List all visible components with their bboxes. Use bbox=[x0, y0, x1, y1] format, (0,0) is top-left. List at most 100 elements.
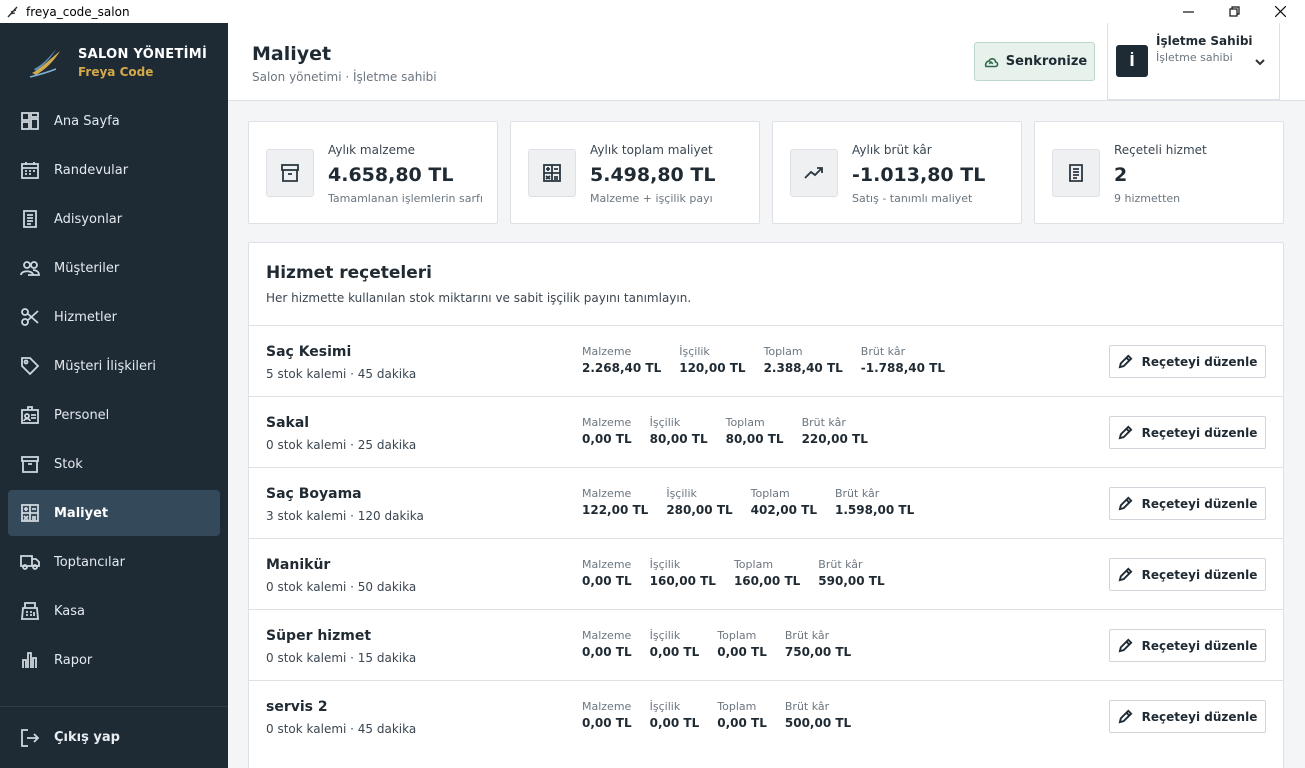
metric-total: Toplam 402,00 TL bbox=[751, 487, 817, 517]
sidebar-item-stok[interactable]: Stok bbox=[8, 441, 220, 487]
service-name: Sakal bbox=[266, 415, 310, 431]
metric-label: Toplam bbox=[763, 345, 803, 358]
sidebar-item-musteriler[interactable]: Müşteriler bbox=[8, 245, 220, 291]
pencil-icon bbox=[1118, 354, 1142, 369]
maximize-button[interactable] bbox=[1211, 0, 1257, 23]
metric-value: 0,00 TL bbox=[649, 716, 700, 730]
metric-label: Brüt kâr bbox=[784, 629, 830, 642]
sidebar-item-personel[interactable]: Personel bbox=[8, 392, 220, 438]
metric-label: Malzeme bbox=[582, 700, 632, 713]
sidebar-item-randevular[interactable]: Randevular bbox=[8, 147, 220, 193]
metric-labor: İşçilik 280,00 TL bbox=[666, 487, 732, 517]
calculator-icon bbox=[20, 503, 40, 523]
metric-value: 500,00 TL bbox=[784, 716, 852, 730]
metric-label: Toplam bbox=[725, 416, 765, 429]
edit-recipe-button[interactable]: Reçeteyi düzenle bbox=[1109, 558, 1266, 591]
edit-recipe-label: Reçeteyi düzenle bbox=[1141, 709, 1258, 724]
sidebar-item-kasa[interactable]: Kasa bbox=[8, 588, 220, 634]
metric-gross: Brüt kâr 750,00 TL bbox=[785, 629, 851, 659]
metric-total: Toplam 2.388,40 TL bbox=[764, 345, 843, 375]
calendar-icon bbox=[20, 160, 40, 180]
sidebar-item-label: Personel bbox=[54, 407, 110, 423]
metric-material: Malzeme 122,00 TL bbox=[582, 487, 648, 517]
metric-labor: İşçilik 120,00 TL bbox=[679, 345, 745, 375]
edit-recipe-button[interactable]: Reçeteyi düzenle bbox=[1109, 629, 1266, 662]
user-menu[interactable]: İ İşletme Sahibi İşletme sahibi bbox=[1107, 23, 1280, 100]
stat-card-monthly-gross-profit: Aylık brüt kâr -1.013,80 TL Satış - tanı… bbox=[772, 121, 1022, 224]
service-metrics: Malzeme 0,00 TL İşçilik 0,00 TL Toplam 0,00 T… bbox=[582, 629, 869, 659]
metric-label: Malzeme bbox=[582, 345, 632, 358]
trending-up-icon bbox=[790, 149, 838, 197]
metric-value: 280,00 TL bbox=[666, 503, 733, 517]
metric-label: Malzeme bbox=[582, 558, 632, 571]
metric-label: İşçilik bbox=[649, 700, 681, 713]
logout-button[interactable]: Çıkış yap bbox=[0, 706, 228, 768]
stat-value: 4.658,80 TL bbox=[328, 164, 454, 186]
sync-button[interactable]: Senkronize bbox=[974, 42, 1095, 81]
stat-label: Aylık malzeme bbox=[328, 143, 416, 157]
service-metrics: Malzeme 0,00 TL İşçilik 80,00 TL Toplam 80,00… bbox=[582, 416, 886, 446]
metric-value: 0,00 TL bbox=[717, 645, 767, 659]
edit-recipe-button[interactable]: Reçeteyi düzenle bbox=[1109, 416, 1266, 449]
minimize-button[interactable] bbox=[1165, 0, 1211, 23]
metric-value: 590,00 TL bbox=[818, 574, 885, 588]
receipt-icon bbox=[20, 209, 40, 229]
metric-value: 120,00 TL bbox=[679, 361, 746, 375]
pencil-icon bbox=[1118, 425, 1142, 440]
tag-icon bbox=[20, 356, 40, 376]
sidebar-item-hizmetler[interactable]: Hizmetler bbox=[8, 294, 220, 340]
metric-label: Brüt kâr bbox=[834, 487, 880, 500]
table-row: Saç Boyama 3 stok kalemi · 120 dakika Malz… bbox=[249, 467, 1283, 538]
edit-recipe-label: Reçeteyi düzenle bbox=[1141, 496, 1258, 511]
stats-row: Aylık malzeme 4.658,80 TL Tamamlanan işl… bbox=[248, 121, 1284, 224]
metric-value: 220,00 TL bbox=[801, 432, 868, 446]
metric-label: İşçilik bbox=[649, 416, 681, 429]
truck-icon bbox=[20, 552, 40, 572]
sidebar-item-rapor[interactable]: Rapor bbox=[8, 637, 220, 683]
sidebar-item-ana-sayfa[interactable]: Ana Sayfa bbox=[8, 98, 220, 144]
metric-label: Brüt kâr bbox=[784, 700, 830, 713]
metric-material: Malzeme 0,00 TL bbox=[582, 700, 632, 730]
panel-description: Her hizmette kullanılan stok miktarını v… bbox=[266, 291, 692, 305]
metric-value: 160,00 TL bbox=[649, 574, 716, 588]
metric-label: Toplam bbox=[733, 558, 774, 571]
sidebar-item-adisyonlar[interactable]: Adisyonlar bbox=[8, 196, 220, 242]
metric-label: Malzeme bbox=[582, 416, 632, 429]
metric-total: Toplam 0,00 TL bbox=[717, 629, 767, 659]
metric-label: Toplam bbox=[717, 700, 757, 713]
close-window-button[interactable] bbox=[1257, 0, 1303, 23]
metric-value: 750,00 TL bbox=[784, 645, 852, 659]
metric-gross: Brüt kâr 590,00 TL bbox=[818, 558, 884, 588]
edit-recipe-label: Reçeteyi düzenle bbox=[1141, 425, 1258, 440]
sidebar-item-label: Stok bbox=[54, 456, 83, 472]
service-meta: 0 stok kalemi · 25 dakika bbox=[266, 438, 417, 452]
edit-recipe-button[interactable]: Reçeteyi düzenle bbox=[1109, 345, 1266, 378]
service-metrics: Malzeme 122,00 TL İşçilik 280,00 TL Toplam 40… bbox=[582, 487, 932, 517]
stat-card-monthly-material: Aylık malzeme 4.658,80 TL Tamamlanan işl… bbox=[248, 121, 498, 224]
metric-value: 2.268,40 TL bbox=[582, 361, 662, 375]
service-meta: 0 stok kalemi · 50 dakika bbox=[266, 580, 417, 594]
recipe-list: Saç Kesimi 5 stok kalemi · 45 dakika Malze… bbox=[249, 325, 1283, 751]
stat-card-monthly-total-cost: Aylık toplam maliyet 5.498,80 TL Malzeme… bbox=[510, 121, 760, 224]
sidebar-item-label: Hizmetler bbox=[54, 309, 117, 325]
table-row: Sakal 0 stok kalemi · 25 dakika Malzeme 0,0… bbox=[249, 396, 1283, 467]
metric-gross: Brüt kâr -1.788,40 TL bbox=[861, 345, 945, 375]
sidebar-item-maliyet[interactable]: Maliyet bbox=[8, 490, 220, 536]
service-meta: 3 stok kalemi · 120 dakika bbox=[266, 509, 424, 523]
panel-title: Hizmet reçeteleri bbox=[266, 263, 432, 283]
metric-labor: İşçilik 0,00 TL bbox=[650, 629, 700, 659]
service-meta: 5 stok kalemi · 45 dakika bbox=[266, 367, 417, 381]
edit-recipe-button[interactable]: Reçeteyi düzenle bbox=[1109, 700, 1266, 733]
calculator-icon bbox=[528, 149, 576, 197]
metric-total: Toplam 0,00 TL bbox=[717, 700, 767, 730]
brand-logo-icon bbox=[26, 43, 66, 83]
stat-hint: 9 hizmetten bbox=[1114, 192, 1181, 205]
sidebar-item-musteri-iliskileri[interactable]: Müşteri İlişkileri bbox=[8, 343, 220, 389]
sidebar-item-toptancilar[interactable]: Toptancılar bbox=[8, 539, 220, 585]
metric-value: 80,00 TL bbox=[725, 432, 784, 446]
logout-label: Çıkış yap bbox=[54, 730, 120, 745]
pencil-icon bbox=[1118, 496, 1142, 511]
register-icon bbox=[20, 601, 40, 621]
edit-recipe-button[interactable]: Reçeteyi düzenle bbox=[1109, 487, 1266, 520]
service-metrics: Malzeme 0,00 TL İşçilik 0,00 TL Toplam 0,00 T… bbox=[582, 700, 869, 730]
